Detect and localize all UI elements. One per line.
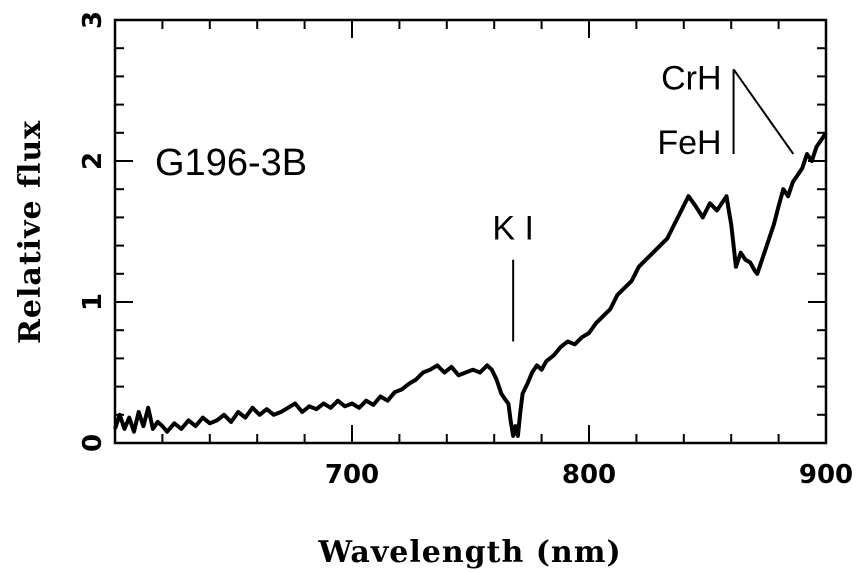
x-axis-title: Wavelength (nm) (317, 535, 621, 570)
k-i-label: K I (492, 210, 534, 248)
feh-label: FeH (657, 124, 721, 162)
object-label: G196-3B (155, 142, 307, 184)
x-tick-label: 900 (799, 460, 853, 490)
x-tick-label: 800 (562, 460, 616, 490)
y-tick-label: 0 (78, 434, 108, 452)
annotations: K I CrH FeH (492, 59, 795, 342)
crh-label: CrH (661, 59, 721, 97)
y-tick-label: 3 (78, 11, 108, 29)
y-axis-title: Relative flux (13, 120, 48, 344)
feh-marker-line (732, 68, 795, 155)
spectrum-line (113, 131, 828, 438)
y-tick-label: 1 (78, 293, 108, 311)
x-tick-label: 700 (325, 460, 379, 490)
y-tick-label: 2 (78, 152, 108, 170)
tick-labels: 700 800 900 0 1 2 3 (78, 11, 853, 490)
tick-marks (114, 19, 827, 444)
plot-frame (113, 18, 828, 445)
